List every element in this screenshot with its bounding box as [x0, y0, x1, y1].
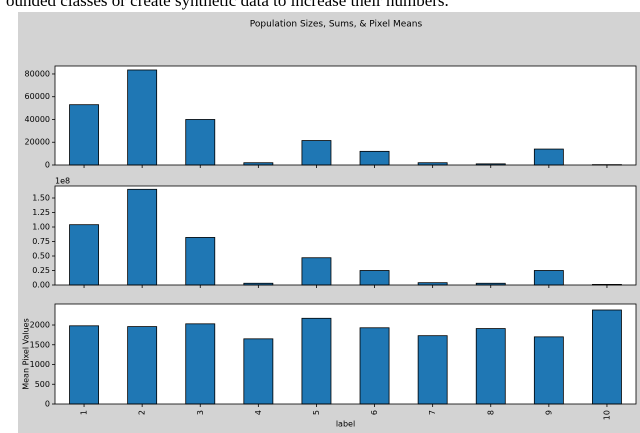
y-tick-label: 0	[45, 161, 50, 170]
bar	[301, 257, 332, 286]
y-tick-label: 2000	[30, 321, 50, 330]
x-tick-label: 8	[486, 410, 495, 415]
y-axis-label: Mean Pixel Values	[22, 318, 31, 390]
caption: ounded classes or create synthetic data …	[6, 0, 449, 10]
x-tick-label: 9	[544, 410, 553, 415]
bar	[592, 309, 622, 405]
axes-frame	[54, 185, 637, 286]
y-tick-label: 1000	[30, 360, 50, 369]
bar	[359, 327, 390, 405]
y-tick-label: 1.00	[32, 223, 50, 232]
x-tick-label: 6	[370, 410, 379, 415]
bar	[243, 338, 274, 405]
bar	[69, 224, 99, 286]
y-tick-label: 0.75	[32, 237, 50, 246]
x-tick-label: 10	[602, 410, 611, 420]
bar	[475, 328, 506, 405]
y-tick-label: 0	[45, 400, 50, 409]
y-tick-label: 1.25	[32, 208, 50, 217]
bar	[127, 69, 158, 166]
y-tick-label: 60000	[25, 92, 50, 101]
bar	[533, 336, 564, 405]
x-tick-label: 5	[312, 410, 321, 415]
bar	[417, 335, 448, 405]
y-tick-label: 80000	[25, 69, 50, 78]
bar	[533, 270, 564, 286]
y-tick-label: 0.00	[32, 281, 50, 290]
y-tick-label: 0.50	[32, 252, 50, 261]
bar	[359, 270, 390, 286]
bar	[185, 237, 216, 286]
bar	[127, 188, 158, 286]
y-tick-label: 0.25	[32, 266, 50, 275]
bar	[69, 325, 99, 405]
offset-label: 1e8	[55, 177, 70, 186]
bar	[301, 317, 332, 405]
bar	[69, 104, 99, 166]
axes-frame	[54, 65, 637, 166]
bar	[127, 326, 158, 405]
y-tick-label: 20000	[25, 138, 50, 147]
bar	[533, 148, 564, 166]
y-tick-label: 40000	[25, 115, 50, 124]
figure-title: Population Sizes, Sums, & Pixel Means	[250, 20, 423, 30]
y-tick-label: 1500	[30, 340, 50, 349]
bar	[185, 119, 216, 166]
x-tick-label: 7	[428, 410, 437, 415]
x-tick-label: 1	[80, 410, 89, 415]
x-tick-label: 3	[196, 410, 205, 415]
x-tick-label: 2	[138, 410, 147, 415]
axes-frame	[54, 303, 637, 405]
x-tick-label: 4	[254, 410, 263, 415]
x-axis-label: label	[336, 420, 355, 429]
bar	[185, 323, 216, 405]
bar	[301, 140, 332, 166]
bar	[359, 150, 390, 166]
y-tick-label: 500	[35, 380, 50, 389]
y-tick-label: 1.50	[32, 194, 50, 203]
